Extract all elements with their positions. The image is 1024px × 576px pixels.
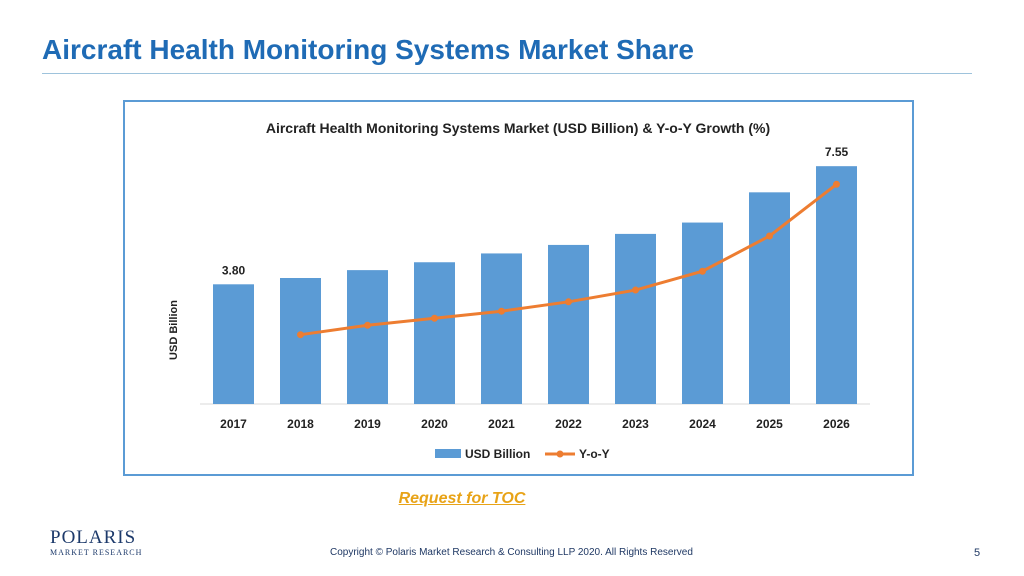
bar-2026 bbox=[816, 166, 857, 404]
logo-main-text: POLARIS bbox=[50, 527, 137, 548]
bar-2024 bbox=[682, 222, 723, 404]
chart-frame: Aircraft Health Monitoring Systems Marke… bbox=[123, 100, 914, 476]
bar-2019 bbox=[347, 270, 388, 404]
bar-2021 bbox=[481, 253, 522, 404]
legend-swatch-usd bbox=[435, 449, 461, 458]
bar-2023 bbox=[615, 233, 656, 404]
bar-2018 bbox=[280, 278, 321, 404]
legend-marker-yoy bbox=[556, 450, 564, 458]
yoy-point-2024 bbox=[699, 267, 706, 275]
yoy-point-2018 bbox=[297, 331, 304, 339]
x-tick-label-2022: 2022 bbox=[555, 417, 582, 431]
x-tick-label-2019: 2019 bbox=[354, 417, 381, 431]
x-tick-label-2026: 2026 bbox=[823, 417, 850, 431]
yoy-point-2020 bbox=[431, 314, 438, 322]
request-toc-link[interactable]: Request for TOC bbox=[398, 490, 526, 507]
logo-sub-text: MARKET RESEARCH bbox=[50, 548, 143, 557]
chart-y-axis-label: USD Billion bbox=[168, 300, 180, 360]
x-tick-label-2024: 2024 bbox=[689, 417, 716, 431]
data-label-2026: 7.55 bbox=[825, 145, 849, 159]
yoy-point-2022 bbox=[565, 298, 572, 306]
market-chart: Aircraft Health Monitoring Systems Marke… bbox=[168, 120, 870, 461]
bar-2017 bbox=[213, 284, 254, 404]
yoy-point-2021 bbox=[498, 307, 505, 315]
bar-2020 bbox=[414, 262, 455, 404]
bar-2022 bbox=[548, 244, 589, 404]
legend-label-yoy: Y-o-Y bbox=[579, 447, 610, 461]
page-number: 5 bbox=[974, 547, 981, 559]
x-tick-label-2021: 2021 bbox=[488, 417, 515, 431]
x-tick-label-2020: 2020 bbox=[421, 417, 448, 431]
x-tick-label-2023: 2023 bbox=[622, 417, 649, 431]
copyright-text: Copyright © Polaris Market Research & Co… bbox=[330, 547, 693, 558]
yoy-point-2019 bbox=[364, 321, 371, 329]
polaris-logo: POLARIS MARKET RESEARCH bbox=[50, 527, 143, 558]
x-tick-label-2018: 2018 bbox=[287, 417, 314, 431]
x-tick-label-2025: 2025 bbox=[756, 417, 783, 431]
chart-title: Aircraft Health Monitoring Systems Marke… bbox=[266, 120, 770, 136]
x-tick-label-2017: 2017 bbox=[220, 417, 247, 431]
bar-2025 bbox=[749, 192, 790, 404]
page-title: Aircraft Health Monitoring Systems Marke… bbox=[42, 34, 694, 65]
yoy-point-2025 bbox=[766, 232, 773, 240]
title-divider bbox=[42, 73, 972, 74]
legend-label-usd: USD Billion bbox=[465, 447, 530, 461]
data-label-2017: 3.80 bbox=[222, 263, 246, 277]
yoy-point-2026 bbox=[833, 180, 840, 188]
yoy-point-2023 bbox=[632, 286, 639, 294]
